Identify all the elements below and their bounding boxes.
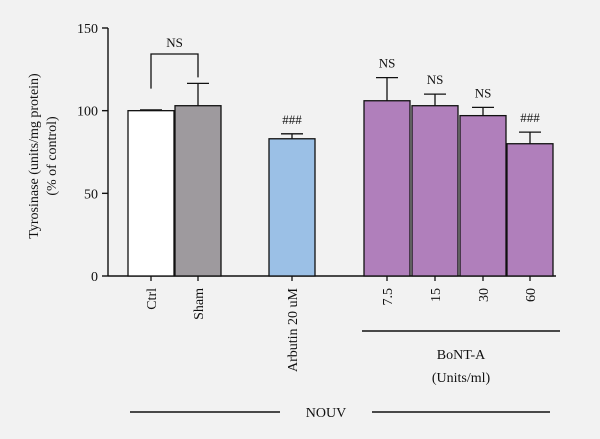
x-tick-label-15: 15 bbox=[429, 288, 444, 302]
bar-sham bbox=[174, 105, 222, 277]
nouv-label: NOUV bbox=[306, 406, 346, 421]
bars-layer bbox=[127, 76, 554, 277]
y-axis-subtitle: (% of control) bbox=[45, 116, 60, 196]
y-tick-label-100: 100 bbox=[77, 105, 98, 120]
annotation-30: NS bbox=[475, 85, 492, 100]
x-tick-label-ctrl: Ctrl bbox=[145, 288, 160, 310]
x-tick-label-sham: Sham bbox=[192, 288, 207, 320]
annotation-7-5: NS bbox=[379, 56, 396, 71]
annotation-layer: ### NS NS NS ### NS bbox=[150, 35, 540, 127]
x-tick-label-30: 30 bbox=[477, 288, 492, 302]
bar-30 bbox=[459, 114, 507, 277]
bar-60 bbox=[506, 143, 554, 277]
y-tick-label-50: 50 bbox=[84, 187, 98, 202]
annotation-arbutin-20-um: ### bbox=[282, 112, 302, 127]
bar-15 bbox=[411, 105, 459, 277]
botox-group-label: BoNT-A bbox=[437, 348, 486, 363]
bar-ctrl bbox=[127, 110, 175, 277]
x-tick-label-60: 60 bbox=[524, 288, 539, 302]
comparison-bracket bbox=[150, 53, 199, 89]
botox-units-label: (Units/ml) bbox=[432, 371, 491, 386]
y-tick-label-0: 0 bbox=[91, 270, 98, 285]
comparison-bracket-label: NS bbox=[166, 35, 183, 50]
axis-layer: 0 50 100 150 Ctrl Sham Arbutin 20 uM 7.5 15 30 60 bbox=[77, 22, 556, 372]
x-tick-label-arbutin-20-um: Arbutin 20 uM bbox=[286, 287, 301, 372]
bar-arbutin-20-um bbox=[268, 138, 316, 277]
annotation-60: ### bbox=[520, 110, 540, 125]
annotation-15: NS bbox=[427, 72, 444, 87]
y-axis-title: Tyrosinase (units/mg protein) bbox=[27, 73, 42, 239]
x-tick-label-7-5: 7.5 bbox=[381, 288, 396, 306]
bar-7-5 bbox=[363, 100, 411, 277]
y-tick-label-150: 150 bbox=[77, 22, 98, 37]
